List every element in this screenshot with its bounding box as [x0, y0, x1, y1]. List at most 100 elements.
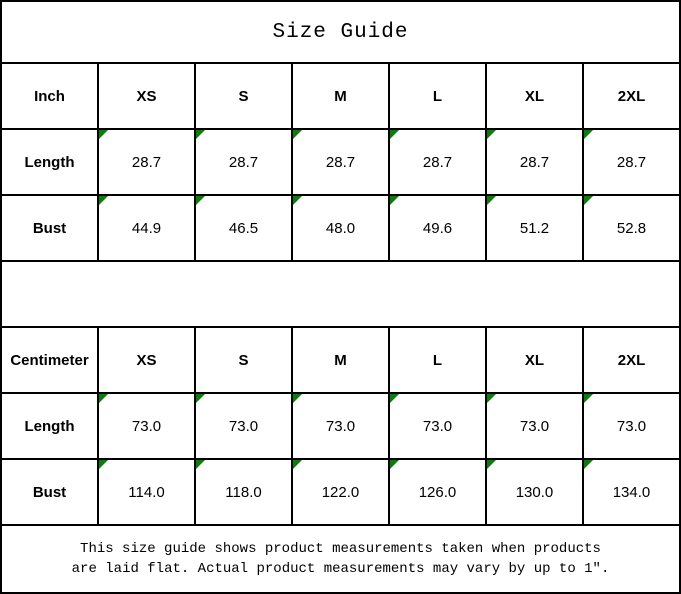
size-header-s: S: [194, 62, 293, 130]
measurement-cell: 73.0: [485, 392, 584, 460]
measurement-value: 134.0: [612, 483, 651, 501]
measurement-cell: 28.7: [97, 128, 196, 196]
cell-corner-marker: [488, 461, 496, 469]
unit-header-inch: Inch: [0, 62, 99, 130]
cm-length-row: Length 73.0 73.0 73.0 73.0 73.0 73.0: [0, 392, 681, 460]
footer-note-line1: This size guide shows product measuremen…: [80, 541, 601, 557]
measurement-cell: 28.7: [582, 128, 681, 196]
spacer-cell: [0, 260, 681, 328]
measurement-cell: 126.0: [388, 458, 487, 526]
cell-corner-marker: [391, 197, 399, 205]
inch-header-row: Inch XS S M L XL 2XL: [0, 62, 681, 130]
measurement-cell: 48.0: [291, 194, 390, 262]
cell-corner-marker: [197, 131, 205, 139]
cm-header-row: Centimeter XS S M L XL 2XL: [0, 326, 681, 394]
measurement-cell: 73.0: [194, 392, 293, 460]
cell-corner-marker: [294, 461, 302, 469]
measurement-cell: 28.7: [291, 128, 390, 196]
footer-note-line2: are laid flat. Actual product measuremen…: [71, 561, 610, 577]
measurement-cell: 118.0: [194, 458, 293, 526]
measurement-cell: 134.0: [582, 458, 681, 526]
measurement-cell: 28.7: [485, 128, 584, 196]
measurement-cell: 28.7: [388, 128, 487, 196]
measurement-cell: 46.5: [194, 194, 293, 262]
measurement-cell: 73.0: [291, 392, 390, 460]
cell-corner-marker: [197, 197, 205, 205]
cell-corner-marker: [391, 131, 399, 139]
cell-corner-marker: [585, 461, 593, 469]
cell-corner-marker: [488, 131, 496, 139]
inch-bust-row: Bust 44.9 46.5 48.0 49.6 51.2 52.8: [0, 194, 681, 262]
cell-corner-marker: [294, 197, 302, 205]
cell-corner-marker: [585, 131, 593, 139]
spacer-row: [0, 260, 681, 328]
size-header-s: S: [194, 326, 293, 394]
cell-corner-marker: [294, 395, 302, 403]
cell-corner-marker: [488, 395, 496, 403]
cell-corner-marker: [197, 461, 205, 469]
cm-bust-row: Bust 114.0 118.0 122.0 126.0 130.0 134.0: [0, 458, 681, 526]
row-label-length: Length: [0, 392, 99, 460]
cell-corner-marker: [294, 131, 302, 139]
cell-corner-marker: [391, 395, 399, 403]
measurement-value: 73.0: [422, 417, 453, 435]
cell-corner-marker: [100, 131, 108, 139]
measurement-value: 49.6: [422, 219, 453, 237]
size-header-l: L: [388, 326, 487, 394]
cell-corner-marker: [197, 395, 205, 403]
measurement-value: 46.5: [228, 219, 259, 237]
measurement-value: 126.0: [418, 483, 457, 501]
measurement-cell: 51.2: [485, 194, 584, 262]
measurement-value: 73.0: [616, 417, 647, 435]
measurement-value: 73.0: [519, 417, 550, 435]
measurement-cell: 73.0: [582, 392, 681, 460]
measurement-value: 28.7: [325, 153, 356, 171]
cell-corner-marker: [585, 395, 593, 403]
footer-note: This size guide shows product measuremen…: [0, 524, 681, 594]
measurement-value: 28.7: [228, 153, 259, 171]
measurement-value: 114.0: [128, 483, 165, 501]
size-header-2xl: 2XL: [582, 326, 681, 394]
unit-header-centimeter: Centimeter: [0, 326, 99, 394]
size-header-xl: XL: [485, 326, 584, 394]
cell-corner-marker: [100, 395, 108, 403]
size-header-xs: XS: [97, 62, 196, 130]
measurement-cell: 114.0: [97, 458, 196, 526]
cell-corner-marker: [100, 461, 108, 469]
measurement-value: 44.9: [131, 219, 162, 237]
measurement-value: 73.0: [228, 417, 259, 435]
measurement-value: 28.7: [131, 153, 162, 171]
footer-row: This size guide shows product measuremen…: [0, 524, 681, 594]
cell-corner-marker: [585, 197, 593, 205]
measurement-value: 28.7: [519, 153, 550, 171]
row-label-bust: Bust: [0, 194, 99, 262]
measurement-value: 28.7: [422, 153, 453, 171]
measurement-cell: 49.6: [388, 194, 487, 262]
measurement-value: 73.0: [131, 417, 162, 435]
inch-length-row: Length 28.7 28.7 28.7 28.7 28.7 28.7: [0, 128, 681, 196]
cell-corner-marker: [391, 461, 399, 469]
row-label-length: Length: [0, 128, 99, 196]
size-header-xl: XL: [485, 62, 584, 130]
size-header-xs: XS: [97, 326, 196, 394]
size-header-2xl: 2XL: [582, 62, 681, 130]
cell-corner-marker: [488, 197, 496, 205]
size-header-m: M: [291, 62, 390, 130]
row-label-bust: Bust: [0, 458, 99, 526]
measurement-value: 122.0: [321, 483, 360, 501]
measurement-value: 28.7: [616, 153, 647, 171]
measurement-cell: 73.0: [97, 392, 196, 460]
measurement-cell: 52.8: [582, 194, 681, 262]
title-row: Size Guide: [0, 0, 681, 64]
measurement-value: 118.0: [225, 483, 262, 501]
size-header-m: M: [291, 326, 390, 394]
measurement-value: 73.0: [325, 417, 356, 435]
measurement-value: 51.2: [519, 219, 550, 237]
measurement-cell: 130.0: [485, 458, 584, 526]
cell-corner-marker: [100, 197, 108, 205]
measurement-value: 48.0: [325, 219, 356, 237]
measurement-cell: 122.0: [291, 458, 390, 526]
measurement-value: 130.0: [515, 483, 554, 501]
